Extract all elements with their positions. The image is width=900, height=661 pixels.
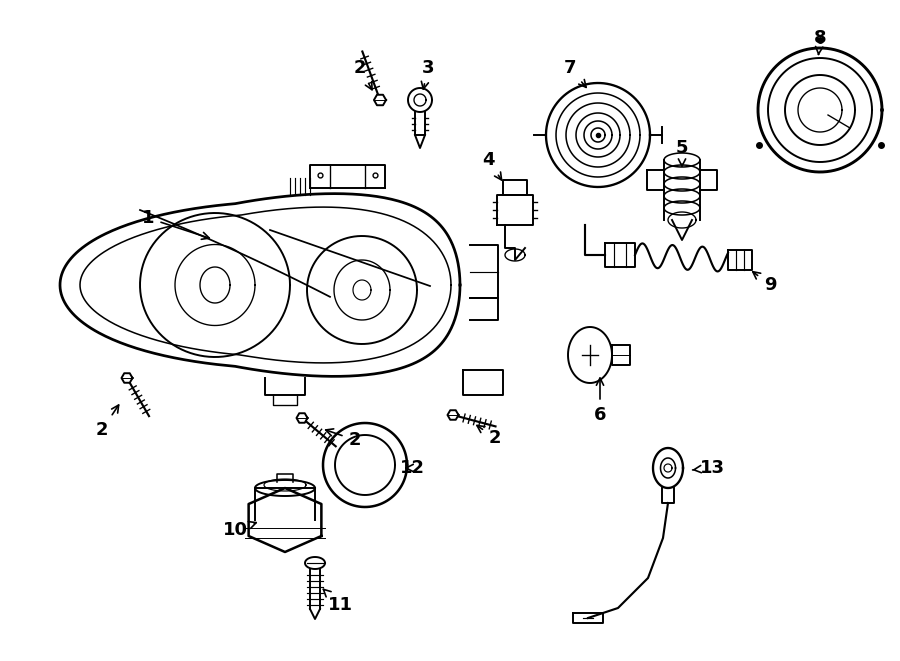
Text: 7: 7	[563, 59, 586, 87]
Text: 12: 12	[400, 459, 425, 477]
Text: 13: 13	[692, 459, 724, 477]
Text: 1: 1	[142, 209, 210, 239]
Text: 6: 6	[594, 378, 607, 424]
Text: 2: 2	[477, 426, 501, 447]
Text: 3: 3	[421, 59, 434, 89]
Text: 2: 2	[326, 429, 361, 449]
Text: 2: 2	[95, 405, 119, 439]
Text: 9: 9	[752, 272, 776, 294]
Text: 10: 10	[222, 521, 256, 539]
Text: 5: 5	[676, 139, 688, 166]
Text: 11: 11	[323, 589, 353, 614]
Text: 2: 2	[354, 59, 372, 90]
Text: 4: 4	[482, 151, 501, 180]
Text: 8: 8	[814, 29, 826, 54]
